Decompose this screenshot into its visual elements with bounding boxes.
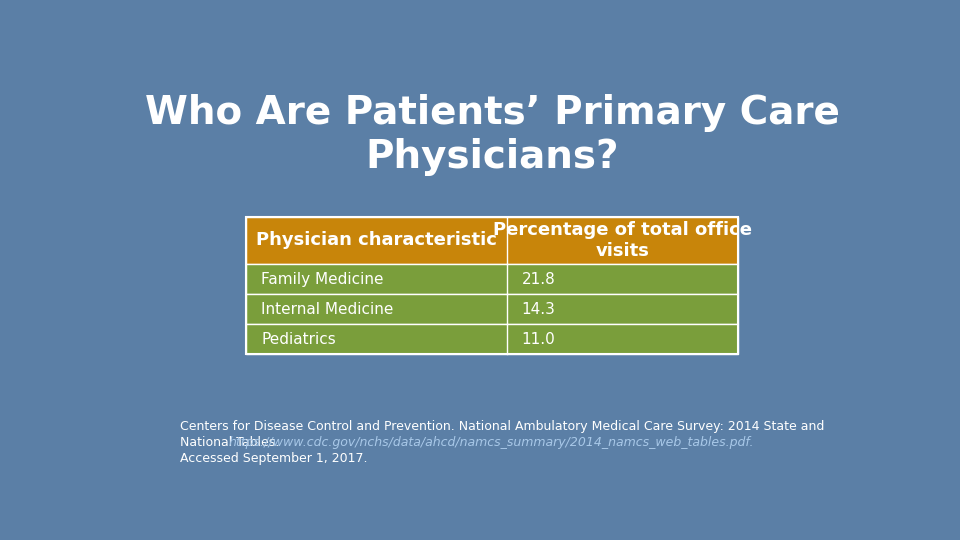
Text: Percentage of total office
visits: Percentage of total office visits [492,221,752,260]
Text: https://www.cdc.gov/nchs/data/ahcd/namcs_summary/2014_namcs_web_tables.pdf.: https://www.cdc.gov/nchs/data/ahcd/namcs… [228,436,754,449]
Text: Internal Medicine: Internal Medicine [261,302,394,317]
Text: Physician characteristic: Physician characteristic [256,232,497,249]
Text: Who Are Patients’ Primary Care
Physicians?: Who Are Patients’ Primary Care Physician… [145,94,839,176]
Text: Centers for Disease Control and Prevention. National Ambulatory Medical Care Sur: Centers for Disease Control and Preventi… [180,420,824,433]
Text: 21.8: 21.8 [522,272,556,287]
Text: Accessed September 1, 2017.: Accessed September 1, 2017. [180,452,367,465]
FancyBboxPatch shape [247,217,737,265]
Text: 14.3: 14.3 [522,302,556,317]
Text: Family Medicine: Family Medicine [261,272,384,287]
Text: National Tables.: National Tables. [180,436,283,449]
FancyBboxPatch shape [247,294,737,324]
Text: Pediatrics: Pediatrics [261,332,336,347]
FancyBboxPatch shape [247,324,737,354]
FancyBboxPatch shape [247,265,737,294]
Text: 11.0: 11.0 [522,332,556,347]
